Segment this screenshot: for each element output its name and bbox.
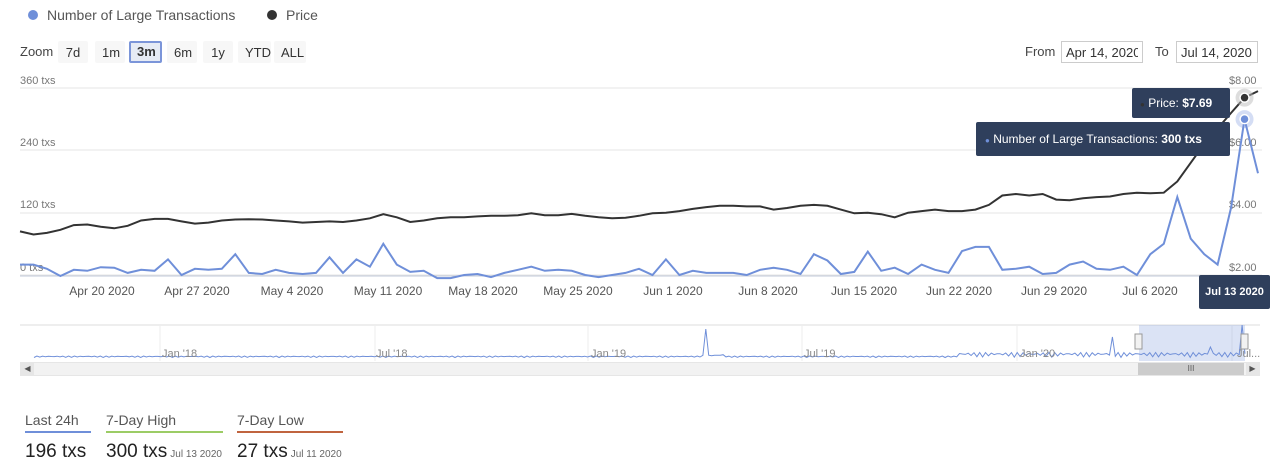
- series-line-price: [19, 90, 1259, 236]
- x-tick: Jul 6 2020: [1122, 284, 1178, 298]
- stat-date: Jul 11 2020: [290, 449, 342, 460]
- stat-value: 300 txs: [106, 441, 168, 462]
- to-label: To: [1155, 44, 1169, 59]
- zoom-ytd-button[interactable]: YTD: [238, 41, 271, 63]
- to-date-input[interactable]: [1176, 41, 1258, 63]
- y-right-tick: $2.00: [1229, 262, 1257, 274]
- stat-value: 196 txs: [25, 441, 87, 462]
- scrollbar-track[interactable]: [20, 362, 1260, 376]
- x-tick: Jun 15 2020: [830, 284, 898, 298]
- zoom-7d-button[interactable]: 7d: [58, 41, 88, 63]
- zoom-6m-button[interactable]: 6m: [167, 41, 197, 63]
- navigator-right-handle: [1240, 333, 1249, 350]
- stat-title: Last 24h: [25, 412, 91, 433]
- tooltip-tx-label: Number of Large Transactions:: [993, 132, 1162, 146]
- stat-7-day-high: 7-Day High 300 txs Jul 13 2020: [106, 412, 223, 463]
- navigator-left-handle: [1134, 333, 1143, 350]
- stat-date: Jul 13 2020: [170, 449, 222, 460]
- x-tick: Apr 27 2020: [164, 284, 230, 298]
- legend-price[interactable]: Price: [267, 6, 318, 24]
- navigator-tick: Jan '18: [162, 348, 198, 360]
- series-line-large-transactions: [20, 118, 1259, 280]
- tooltip-price-label: Price:: [1148, 96, 1183, 110]
- x-tick: Jun 22 2020: [925, 284, 993, 298]
- scrollbar-thumb[interactable]: III: [1138, 363, 1244, 375]
- tooltip-price-value: $7.69: [1182, 96, 1213, 110]
- from-date-input[interactable]: [1061, 41, 1143, 63]
- x-tick: May 11 2020: [353, 284, 423, 298]
- tooltip-dot-icon: ●: [1140, 100, 1145, 109]
- navigator-series-line: [33, 324, 1246, 359]
- y-right-tick: $8.00: [1229, 75, 1257, 87]
- from-label: From: [1025, 44, 1056, 59]
- navigator-tick: Jul...: [1237, 348, 1261, 360]
- legend-label: Price: [286, 7, 318, 23]
- y-left-tick: 120 txs: [20, 199, 56, 211]
- scroll-right-icon[interactable]: ▶: [1246, 363, 1259, 375]
- legend-dot-icon: [267, 10, 277, 20]
- scroll-left-icon[interactable]: ◀: [21, 363, 34, 375]
- navigator-selection: [1139, 325, 1245, 361]
- zoom-all-button[interactable]: ALL: [274, 41, 306, 63]
- stat-title: 7-Day Low: [237, 412, 343, 433]
- price-tooltip: ● Price: $7.69: [1132, 88, 1230, 118]
- stat-7-day-low: 7-Day Low 27 txs Jul 11 2020: [237, 412, 343, 463]
- x-tick: Apr 20 2020: [69, 284, 135, 298]
- tooltip-dot-icon: ●: [985, 136, 990, 145]
- y-left-tick: 360 txs: [20, 75, 56, 87]
- navigator-tick: Jul '19: [804, 348, 836, 360]
- navigator-tick: Jul '18: [376, 348, 408, 360]
- x-tick: May 25 2020: [543, 284, 613, 298]
- price-marker: [1239, 92, 1250, 103]
- stat-value: 27 txs: [237, 441, 288, 462]
- x-tick: Jun 29 2020: [1020, 284, 1088, 298]
- zoom-3m-button[interactable]: 3m: [129, 41, 162, 63]
- transactions-tooltip: ● Number of Large Transactions: 300 txs: [976, 122, 1230, 156]
- tooltip-tx-value: 300 txs: [1161, 132, 1202, 146]
- zoom-1y-button[interactable]: 1y: [203, 41, 233, 63]
- tx-marker: [1239, 113, 1250, 125]
- legend-large-transactions[interactable]: Number of Large Transactions: [28, 6, 235, 24]
- zoom-label: Zoom: [20, 44, 54, 59]
- stat-last-24h: Last 24h 196 txs: [25, 412, 91, 463]
- x-tick: Jun 1 2020: [643, 284, 703, 298]
- navigator-tick: Jan '19: [591, 348, 627, 360]
- y-right-tick: $4.00: [1229, 199, 1257, 211]
- x-tick: May 18 2020: [448, 284, 518, 298]
- legend-label: Number of Large Transactions: [47, 7, 236, 23]
- x-tick: Jun 8 2020: [738, 284, 798, 298]
- navigator-tick: Jan '20: [1020, 348, 1056, 360]
- stat-title: 7-Day High: [106, 412, 223, 433]
- y-left-tick: 240 txs: [20, 137, 56, 149]
- x-tick: May 4 2020: [260, 284, 324, 298]
- zoom-1m-button[interactable]: 1m: [95, 41, 125, 63]
- legend-dot-icon: [28, 10, 38, 20]
- date-tooltip: Jul 13 2020: [1199, 275, 1270, 309]
